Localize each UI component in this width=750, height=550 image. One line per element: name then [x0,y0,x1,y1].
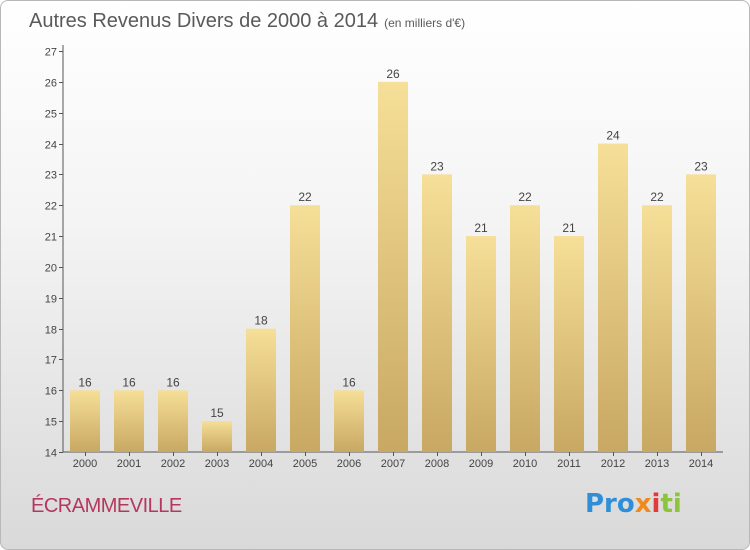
y-tick-label: 16 [45,386,57,398]
bar [510,205,540,452]
logo-part-3: i [651,489,661,519]
logo-part-4: ti [660,489,682,519]
bar-value-label: 16 [342,375,356,389]
bar-value-label: 22 [298,190,312,204]
y-tick-label: 23 [45,170,57,182]
bar-value-label: 22 [518,190,532,204]
x-tick-label: 2007 [381,458,405,470]
bar-value-label: 18 [254,314,268,328]
y-tick-label: 27 [45,47,57,59]
bar [70,390,100,452]
bar [686,174,716,452]
bar-value-label: 23 [430,159,444,173]
y-tick-label: 18 [45,325,57,337]
bar [598,143,628,453]
commune-name: ÉCRAMMEVILLE [31,495,182,517]
x-tick-label: 2012 [601,458,625,470]
bar [334,390,364,452]
y-tick-label: 21 [45,232,57,244]
y-tick-label: 25 [45,109,57,121]
bar-value-label: 26 [386,67,400,81]
bar [114,390,144,452]
x-tick-label: 2003 [205,458,229,470]
proxiti-logo[interactable]: Proxiti [585,489,682,519]
chart-title: Autres Revenus Divers de 2000 à 2014 (en … [29,10,465,33]
x-tick-label: 2009 [469,458,493,470]
x-tick-label: 2002 [161,458,185,470]
logo-part-1: Pro [585,489,635,519]
x-tick-label: 2006 [337,458,361,470]
bar [378,81,408,452]
y-tick-label: 26 [45,78,57,90]
y-tick-label: 15 [45,417,57,429]
bar [642,205,672,452]
y-tick-label: 17 [45,355,57,367]
bar [246,328,276,452]
x-tick-label: 2013 [645,458,669,470]
y-tick-label: 20 [45,263,57,275]
x-tick-label: 2001 [117,458,141,470]
bar-value-label: 16 [122,375,136,389]
bar [422,174,452,452]
bar-value-label: 23 [694,159,708,173]
bar-value-label: 21 [562,221,576,235]
x-tick-label: 2004 [249,458,273,470]
bar-value-label: 15 [210,406,224,420]
bar-value-label: 21 [474,221,488,235]
x-tick-label: 2008 [425,458,449,470]
x-tick-label: 2005 [293,458,317,470]
bar [158,390,188,452]
y-tick-label: 14 [45,448,57,460]
logo-part-2: x [634,489,652,519]
x-tick-label: 2011 [557,458,581,470]
x-tick-label: 2014 [689,458,713,470]
chart-subtitle: (en milliers d'€) [384,16,466,30]
x-tick-label: 2010 [513,458,537,470]
bar-value-label: 24 [606,129,620,143]
x-tick-label: 2000 [73,458,97,470]
y-tick-label: 19 [45,294,57,306]
chart-title-text: Autres Revenus Divers de 2000 à 2014 [29,10,379,32]
y-tick-label: 24 [45,140,57,152]
bar-value-label: 16 [166,375,180,389]
y-tick-label: 22 [45,201,57,213]
bar [290,205,320,452]
bar [202,421,232,452]
bar-value-label: 16 [78,375,92,389]
bar-value-label: 22 [650,190,664,204]
bar [554,236,584,452]
bar [466,236,496,452]
